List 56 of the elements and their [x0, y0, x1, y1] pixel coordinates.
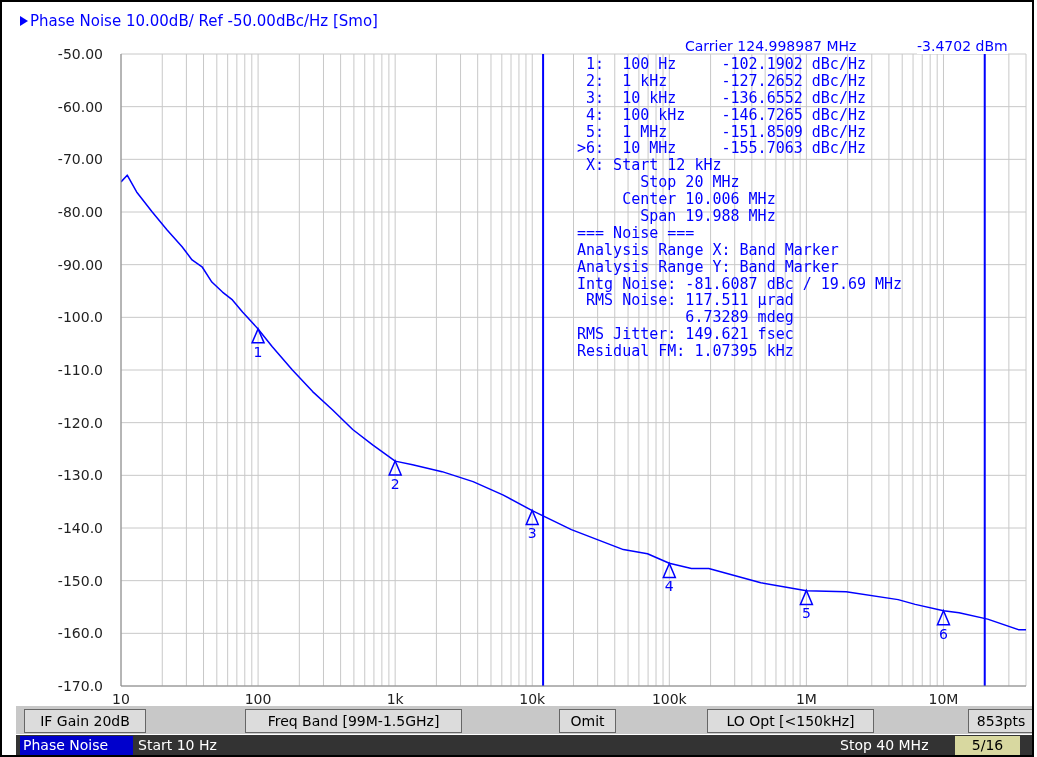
text: Carrier 124.998987 MHz — [685, 38, 857, 54]
annotation: RMS Noise: 117.511 µrad — [586, 291, 795, 310]
y-tick-label: -130.0 — [57, 467, 103, 484]
x-tick-label: 10k — [519, 690, 547, 707]
x-tick-label: 100k — [651, 690, 688, 707]
text: Omit — [559, 709, 616, 733]
annotation: X: Start 12 kHz — [585, 156, 723, 175]
y-tick-label: -90.00 — [57, 256, 103, 273]
annotation: Analysis Range Y: Band Marker — [577, 257, 840, 276]
x-tick-label: 100 — [244, 690, 272, 707]
annotation: 3: 10 kHz -136.6552 dBc/Hz — [585, 88, 867, 107]
text: Stop 40 MHz — [839, 736, 930, 755]
x-tick-label: 10 — [112, 690, 130, 707]
y-tick-label: -80.00 — [57, 203, 103, 220]
annotation: Residual FM: 1.07395 kHz — [577, 342, 795, 361]
y-tick-label: -100.0 — [57, 309, 103, 326]
annotation: 1: 100 Hz -102.1902 dBc/Hz — [585, 55, 867, 73]
annotation: Stop 20 MHz — [639, 173, 741, 192]
y-tick-label: -50.00 — [57, 45, 103, 62]
annotation: === Noise === — [577, 223, 696, 242]
x-tick-label: 1k — [386, 690, 405, 707]
y-tick-label: -160.0 — [57, 625, 103, 642]
annotation: 6.73289 mdeg — [684, 308, 795, 327]
x-tick-label: 10M — [928, 690, 959, 707]
y-tick-label: -150.0 — [57, 572, 103, 589]
annotation: 2: 1 kHz -127.2652 dBc/Hz — [585, 71, 867, 90]
annotation: 4 — [664, 578, 674, 595]
y-tick-label: -60.00 — [57, 98, 103, 115]
y-tick-label: -170.0 — [57, 677, 103, 694]
text: Phase Noise — [20, 736, 133, 755]
annotation: Span 19.988 MHz — [639, 207, 777, 226]
annotation: Analysis Range X: Band Marker — [577, 240, 840, 259]
x-tick-label: 1M — [795, 690, 817, 707]
annotation: 3 — [527, 525, 537, 542]
text: 853pts — [968, 709, 1034, 733]
chart-title: Phase Noise 10.00dB/ Ref -50.00dBc/Hz [Smo] — [30, 12, 378, 30]
annotation: Center 10.006 MHz — [621, 190, 777, 209]
y-tick-label: -140.0 — [57, 519, 103, 536]
text: Freq Band [99M-1.5GHz] — [245, 709, 462, 733]
y-tick-label: -120.0 — [57, 414, 103, 431]
text: -3.4702 dBm — [917, 38, 1008, 54]
y-tick-label: -110.0 — [57, 361, 103, 378]
annotation: 1 — [253, 343, 263, 360]
annotation: 2 — [390, 475, 400, 492]
annotation: >6: 10 MHz -155.7063 dBc/Hz — [577, 139, 867, 158]
text: LO Opt [<150kHz] — [707, 709, 874, 733]
annotation: 5: 1 MHz -151.8509 dBc/Hz — [585, 122, 867, 141]
annotation: 5 — [801, 605, 811, 622]
text: 5/16 — [955, 736, 1020, 755]
annotation: Intg Noise: -81.6087 dBc / 19.69 MHz — [577, 274, 903, 293]
y-tick-label: -70.00 — [57, 151, 103, 168]
text: IF Gain 20dB — [24, 709, 146, 733]
text: Start 10 Hz — [137, 736, 218, 755]
annotation: 4: 100 kHz -146.7265 dBc/Hz — [585, 105, 867, 124]
annotation: RMS Jitter: 149.621 fsec — [577, 325, 795, 344]
annotation: 6 — [939, 625, 949, 642]
